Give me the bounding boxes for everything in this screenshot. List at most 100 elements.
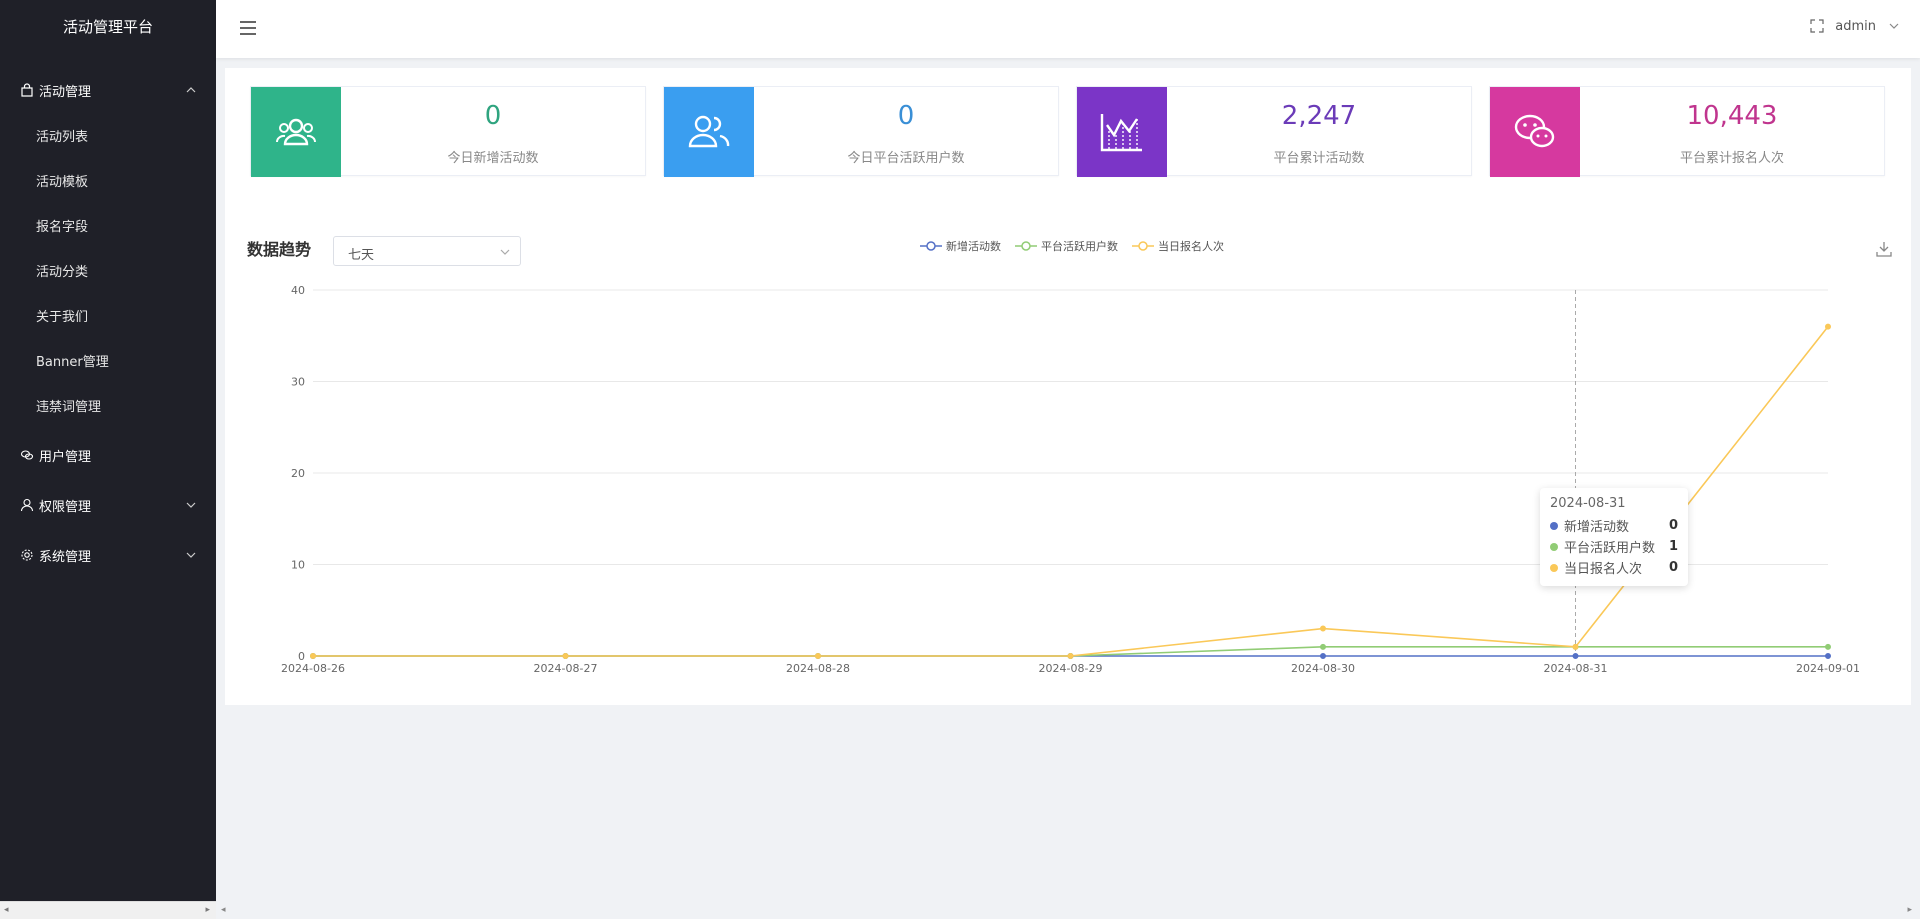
menu-activity-label: 活动管理 <box>39 84 92 100</box>
page-scroll-right-icon[interactable]: ▸ <box>1907 905 1912 915</box>
menu-group-permissions: 权限管理 <box>0 480 216 530</box>
trend-title: 数据趋势 <box>247 240 312 259</box>
legend-item-active-users[interactable]: 平台活跃用户数 <box>1015 238 1118 254</box>
users-group-icon <box>251 87 341 177</box>
legend-marker <box>1015 241 1037 251</box>
tooltip-row: 平台活跃用户数 1 <box>1550 536 1678 557</box>
menu-permissions[interactable]: 权限管理 <box>0 480 216 530</box>
menu-group-system: 系统管理 <box>0 530 216 580</box>
sidebar-item-activity-template[interactable]: 活动模板 <box>36 175 89 190</box>
y-tick-label: 10 <box>291 559 305 572</box>
sidebar: 活动管理平台 活动管理 活动列表 活动模板 报名字段 活动分类 关于我们 Ban… <box>0 0 216 919</box>
data-point <box>1320 653 1326 659</box>
stat-card-active-users: 0 今日平台活跃用户数 <box>663 86 1059 177</box>
chevron-down-icon <box>500 249 510 255</box>
range-select[interactable]: 七天 <box>333 236 521 266</box>
tooltip-series-name: 平台活跃用户数 <box>1564 541 1656 556</box>
menu-activity[interactable]: 活动管理 <box>0 65 216 115</box>
stat-label: 平台累计报名人次 <box>1679 151 1784 166</box>
legend-item-new-activities[interactable]: 新增活动数 <box>920 238 1001 254</box>
sidebar-menu: 活动管理 活动列表 活动模板 报名字段 活动分类 关于我们 Banner管理 违… <box>0 55 216 580</box>
sidebar-item-activity-category[interactable]: 活动分类 <box>36 265 89 280</box>
tooltip-row: 当日报名人次 0 <box>1550 557 1678 578</box>
stat-value: 10,443 <box>1686 101 1778 131</box>
bar-chart-icon <box>1077 87 1167 177</box>
menu-system[interactable]: 系统管理 <box>0 530 216 580</box>
activity-submenu: 活动列表 活动模板 报名字段 活动分类 关于我们 Banner管理 违禁词管理 <box>0 115 216 430</box>
legend-marker <box>920 241 942 251</box>
tooltip-series-name: 当日报名人次 <box>1564 562 1643 577</box>
tooltip-series-value: 0 <box>1668 560 1678 575</box>
page-scroll-left-icon[interactable]: ◂ <box>221 905 226 915</box>
chart-legend: 新增活动数 平台活跃用户数 当日报名人次 <box>920 238 1224 254</box>
x-tick-label: 2024-08-30 <box>1291 662 1355 675</box>
chevron-down-icon <box>184 548 198 562</box>
series-dot <box>1550 521 1558 530</box>
sidebar-item-about-us[interactable]: 关于我们 <box>36 310 89 325</box>
fullscreen-icon[interactable] <box>1809 18 1825 34</box>
data-point <box>310 653 316 659</box>
tooltip-series-name: 新增活动数 <box>1564 520 1630 535</box>
stat-label: 平台累计活动数 <box>1273 151 1365 166</box>
tooltip-title: 2024-08-31 <box>1550 496 1626 511</box>
user-name[interactable]: admin <box>1835 18 1876 34</box>
chevron-up-icon <box>184 83 198 97</box>
user-icon <box>19 497 35 513</box>
data-point <box>1825 323 1831 330</box>
x-tick-label: 2024-09-01 <box>1796 662 1860 675</box>
stat-value: 2,247 <box>1281 101 1357 131</box>
stat-value: 0 <box>897 101 915 131</box>
series-dot <box>1550 563 1558 572</box>
legend-label: 当日报名人次 <box>1158 240 1224 253</box>
chevron-down-icon <box>184 498 198 512</box>
app-title: 活动管理平台 <box>62 18 153 36</box>
dashboard-panel: 0 今日新增活动数 0 今日平台活跃用户数 2,247 平台累计活动数 10,4… <box>225 68 1911 705</box>
x-tick-label: 2024-08-26 <box>281 662 345 675</box>
stat-card-new-activities: 0 今日新增活动数 <box>250 86 646 177</box>
series-dot <box>1550 542 1558 551</box>
sidebar-item-banner[interactable]: Banner管理 <box>36 355 109 370</box>
chevron-down-icon[interactable] <box>1886 18 1902 34</box>
data-point <box>1572 643 1579 650</box>
tooltip-series-value: 0 <box>1668 518 1678 533</box>
menu-users[interactable]: 用户管理 <box>0 430 216 480</box>
stat-label: 今日新增活动数 <box>447 151 539 166</box>
sidebar-item-signup-fields[interactable]: 报名字段 <box>36 220 89 235</box>
legend-marker <box>1132 241 1154 251</box>
chart-tooltip: 2024-08-31 新增活动数 0 平台活跃用户数 1 当日报名人次 0 <box>1540 488 1688 586</box>
wechat-icon <box>1490 87 1580 177</box>
stat-card-total-activities: 2,247 平台累计活动数 <box>1076 86 1472 177</box>
y-tick-label: 20 <box>291 467 305 480</box>
legend-item-daily-signups[interactable]: 当日报名人次 <box>1132 238 1224 254</box>
data-point <box>1067 653 1074 659</box>
menu-toggle-icon[interactable] <box>238 18 258 38</box>
download-icon[interactable] <box>1875 240 1893 258</box>
menu-group-users: 用户管理 <box>0 430 216 480</box>
menu-permissions-label: 权限管理 <box>39 499 92 515</box>
legend-label: 新增活动数 <box>946 240 1001 253</box>
data-point <box>815 653 821 659</box>
x-tick-label: 2024-08-31 <box>1544 662 1608 675</box>
sidebar-item-activity-list[interactable]: 活动列表 <box>36 130 89 145</box>
scroll-left-icon[interactable]: ◂ <box>4 905 9 915</box>
x-tick-label: 2024-08-28 <box>786 662 850 675</box>
legend-label: 平台活跃用户数 <box>1041 240 1118 253</box>
chat-icon <box>19 447 35 463</box>
gear-icon <box>19 547 35 563</box>
sidebar-scrollbar[interactable]: ◂ ▸ <box>0 901 216 919</box>
stat-value: 0 <box>484 101 502 131</box>
tooltip-series-value: 1 <box>1668 539 1678 554</box>
stat-label: 今日平台活跃用户数 <box>847 151 965 166</box>
data-point <box>1320 625 1326 632</box>
header-user-area: admin <box>1809 18 1902 34</box>
stat-card-total-signups: 10,443 平台累计报名人次 <box>1489 86 1885 177</box>
bag-icon <box>19 82 35 98</box>
y-tick-label: 0 <box>298 650 305 663</box>
menu-group-activity: 活动管理 活动列表 活动模板 报名字段 活动分类 关于我们 Banner管理 违… <box>0 65 216 430</box>
y-tick-label: 40 <box>291 284 305 297</box>
sidebar-item-banned-words[interactable]: 违禁词管理 <box>36 400 102 415</box>
scroll-right-icon[interactable]: ▸ <box>205 905 210 915</box>
data-point <box>1572 653 1579 659</box>
menu-users-label: 用户管理 <box>39 449 92 465</box>
